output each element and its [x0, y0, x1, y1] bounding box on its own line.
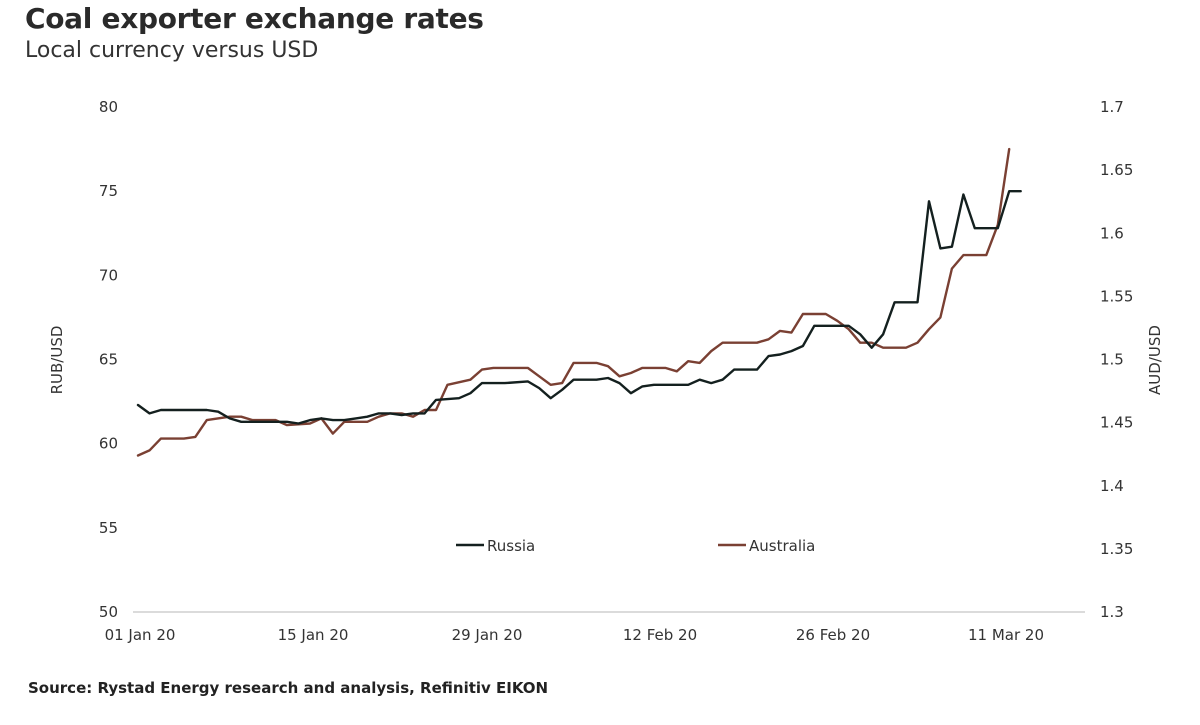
- right-tick-label: 1.4: [1100, 477, 1124, 495]
- right-tick-label: 1.55: [1100, 287, 1133, 305]
- x-tick-label: 01 Jan 20: [105, 626, 176, 644]
- legend: Russia Australia: [456, 537, 815, 555]
- series-line-russia: [136, 189, 1022, 425]
- chart-subtitle: Local currency versus USD: [25, 38, 319, 63]
- right-tick-label: 1.35: [1100, 540, 1133, 558]
- x-tick-label: 12 Feb 20: [623, 626, 697, 644]
- x-tick-label: 26 Feb 20: [796, 626, 870, 644]
- left-tick-label: 50: [99, 603, 118, 621]
- right-tick-label: 1.6: [1100, 224, 1124, 242]
- x-tick-label: 11 Mar 20: [968, 626, 1044, 644]
- left-axis-label: RUB/USD: [48, 326, 66, 395]
- left-axis-ticks: 50 55 60 65 70 75 80: [99, 98, 118, 621]
- series-lines: [136, 147, 1022, 457]
- x-tick-label: 29 Jan 20: [452, 626, 523, 644]
- left-tick-label: 60: [99, 435, 118, 453]
- right-tick-label: 1.7: [1100, 98, 1124, 116]
- source-note: Source: Rystad Energy research and analy…: [28, 679, 549, 697]
- chart-title: Coal exporter exchange rates: [25, 2, 484, 35]
- left-tick-label: 80: [99, 98, 118, 116]
- x-tick-label: 15 Jan 20: [278, 626, 349, 644]
- left-tick-label: 75: [99, 182, 118, 200]
- right-axis-label: AUD/USD: [1146, 325, 1164, 395]
- left-tick-label: 65: [99, 351, 118, 369]
- right-tick-label: 1.65: [1100, 161, 1133, 179]
- left-tick-label: 55: [99, 519, 118, 537]
- legend-label-russia: Russia: [487, 537, 535, 555]
- right-tick-label: 1.45: [1100, 414, 1133, 432]
- right-tick-label: 1.3: [1100, 603, 1124, 621]
- legend-label-australia: Australia: [749, 537, 815, 555]
- series-line-australia: [136, 147, 1011, 457]
- right-axis-ticks: 1.3 1.35 1.4 1.45 1.5 1.55 1.6 1.65 1.7: [1100, 98, 1133, 621]
- x-axis-ticks: 01 Jan 20 15 Jan 20 29 Jan 20 12 Feb 20 26 F…: [105, 626, 1044, 644]
- right-tick-label: 1.5: [1100, 351, 1124, 369]
- left-tick-label: 70: [99, 266, 118, 284]
